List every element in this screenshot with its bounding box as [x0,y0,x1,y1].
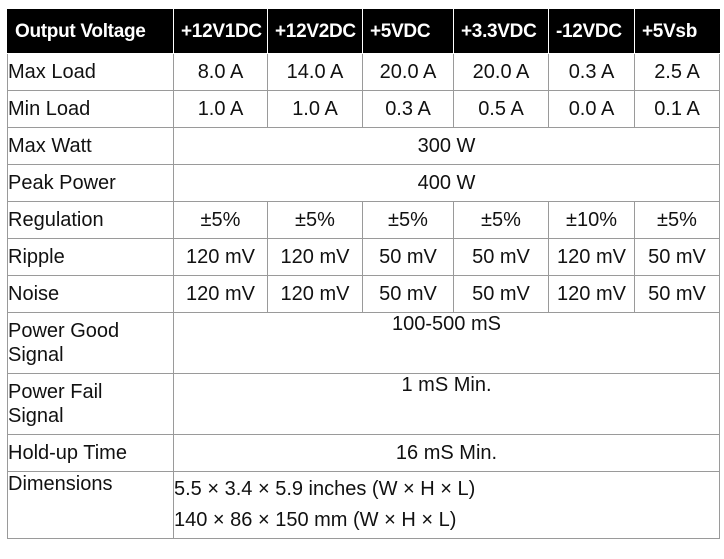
table-cell: 1 mS Min. [173,373,720,435]
header-12v2dc: +12V2DC [267,9,363,54]
row-label-line: Signal [8,405,64,427]
row-label-line: Power Good [8,320,120,342]
row-power-good-signal: Power Good Signal 100-500 mS [7,312,720,374]
header-output-voltage: Output Voltage [7,9,174,54]
row-max-load: Max Load 8.0 A 14.0 A 20.0 A 20.0 A 0.3 … [7,53,720,91]
table-cell: 50 mV [453,238,549,276]
table-cell: 120 mV [548,275,635,313]
table-cell: 50 mV [453,275,549,313]
table-cell: ±10% [548,201,635,239]
header-3-3vdc: +3.3VDC [453,9,549,54]
table-cell: 120 mV [173,275,268,313]
table-cell: 120 mV [267,275,363,313]
header-row: Output Voltage +12V1DC +12V2DC +5VDC +3.… [7,9,720,54]
dimensions-mm: 140 × 86 × 150 mm (W × H × L) [174,509,457,531]
row-noise: Noise 120 mV 120 mV 50 mV 50 mV 120 mV 5… [7,275,720,313]
row-ripple: Ripple 120 mV 120 mV 50 mV 50 mV 120 mV … [7,238,720,276]
table-cell: 100-500 mS [173,312,720,374]
table-cell: 120 mV [173,238,268,276]
row-label: Power Good Signal [7,312,174,374]
row-min-load: Min Load 1.0 A 1.0 A 0.3 A 0.5 A 0.0 A 0… [7,90,720,128]
table-cell: 20.0 A [362,53,454,91]
header-12v1dc: +12V1DC [173,9,268,54]
table-cell: ±5% [453,201,549,239]
row-hold-up-time: Hold-up Time 16 mS Min. [7,434,720,472]
row-label: Dimensions [7,471,174,539]
table-cell: 400 W [173,164,720,202]
table-cell: 14.0 A [267,53,363,91]
dimensions-inches: 5.5 × 3.4 × 5.9 inches (W × H × L) [174,478,476,500]
row-max-watt: Max Watt 300 W [7,127,720,165]
table-cell: 2.5 A [634,53,720,91]
row-label: Regulation [7,201,174,239]
table-cell: ±5% [173,201,268,239]
table-cell: 20.0 A [453,53,549,91]
row-label-line: Power Fail [8,381,103,403]
table-cell: 120 mV [548,238,635,276]
row-label-line: Signal [8,344,64,366]
table-cell: ±5% [634,201,720,239]
table-cell: 120 mV [267,238,363,276]
table-cell: 0.0 A [548,90,635,128]
row-label: Noise [7,275,174,313]
header-5vdc: +5VDC [362,9,454,54]
header-5vsb: +5Vsb [634,9,720,54]
row-label: Power Fail Signal [7,373,174,435]
header-neg12vdc: -12VDC [548,9,635,54]
table-cell: 300 W [173,127,720,165]
table-cell: 0.5 A [453,90,549,128]
table-cell: 0.3 A [548,53,635,91]
table-cell: 50 mV [634,275,720,313]
row-label: Max Watt [7,127,174,165]
row-power-fail-signal: Power Fail Signal 1 mS Min. [7,373,720,435]
row-label: Hold-up Time [7,434,174,472]
table-cell: ±5% [362,201,454,239]
row-label: Ripple [7,238,174,276]
row-dimensions: Dimensions 5.5 × 3.4 × 5.9 inches (W × H… [7,471,720,539]
table-cell: 1.0 A [173,90,268,128]
table-cell: 16 mS Min. [173,434,720,472]
table-cell: 50 mV [634,238,720,276]
table-cell: 50 mV [362,275,454,313]
psu-spec-table: Output Voltage +12V1DC +12V2DC +5VDC +3.… [7,9,720,539]
table-cell: 5.5 × 3.4 × 5.9 inches (W × H × L) 140 × … [173,471,720,539]
row-peak-power: Peak Power 400 W [7,164,720,202]
table-cell: 0.3 A [362,90,454,128]
table-cell: ±5% [267,201,363,239]
table-cell: 50 mV [362,238,454,276]
row-label: Min Load [7,90,174,128]
table-cell: 0.1 A [634,90,720,128]
row-regulation: Regulation ±5% ±5% ±5% ±5% ±10% ±5% [7,201,720,239]
table-cell: 1.0 A [267,90,363,128]
table-cell: 8.0 A [173,53,268,91]
row-label: Max Load [7,53,174,91]
row-label: Peak Power [7,164,174,202]
